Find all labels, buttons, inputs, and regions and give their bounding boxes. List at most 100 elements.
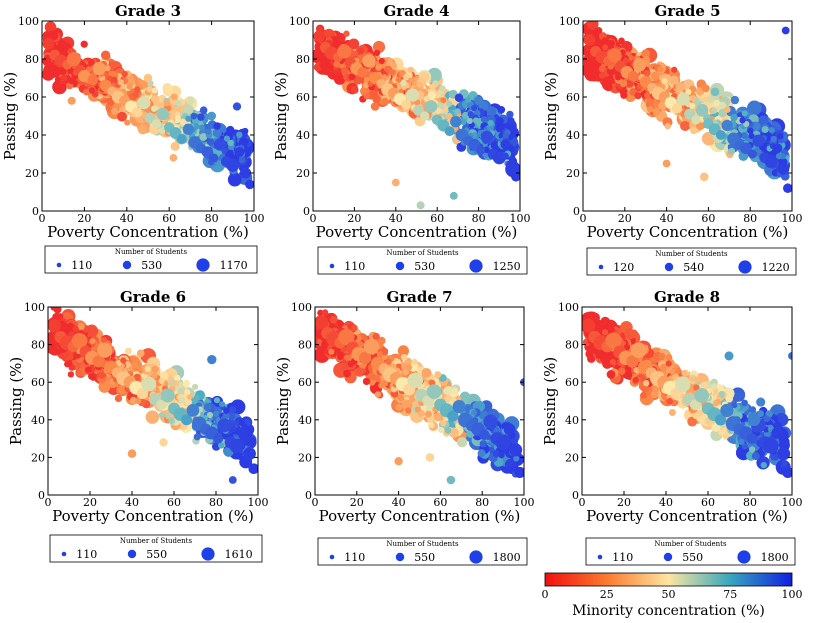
grade-3-bg-point xyxy=(162,82,173,93)
grade-6-bg-point xyxy=(79,363,87,370)
grade-3-bg-point xyxy=(44,62,52,70)
grade-7-ytick-60: 60 xyxy=(298,376,312,389)
grade-3-bg-point xyxy=(83,88,90,96)
grade-6-point-35 xyxy=(207,354,217,365)
grade-5-bg-point xyxy=(644,70,651,77)
grade-3-legend-marker-110 xyxy=(56,262,62,268)
grade-7-bg-point xyxy=(357,341,364,348)
grade-4-ylabel: Passing (%) xyxy=(272,72,290,161)
grade-4-point-26 xyxy=(476,145,486,155)
grade-3-point-16 xyxy=(144,112,156,124)
grade-5-bg-point xyxy=(646,97,655,106)
grade-7-bg-point xyxy=(438,426,445,433)
grade-6-bg-point xyxy=(230,425,237,433)
grade-5-point-29 xyxy=(764,155,778,169)
grade-3-bg-point xyxy=(132,91,139,99)
grade-8-xtick-20: 20 xyxy=(617,496,631,509)
grade-3-legend-marker-1170 xyxy=(196,258,210,272)
grade-3-ytick-100: 100 xyxy=(18,15,39,28)
grade-4-bg-point xyxy=(465,96,472,103)
grade-8-point-0 xyxy=(582,318,596,333)
grade-8-ytick-80: 80 xyxy=(565,339,579,352)
grade-3-legend-value-110: 110 xyxy=(71,259,92,272)
grade-3-bg-point xyxy=(175,99,182,107)
grade-5-points xyxy=(583,21,792,193)
grade-3-point-36 xyxy=(169,153,178,162)
grade-3-point-8 xyxy=(92,61,106,76)
grade-3-point-6 xyxy=(78,69,91,83)
grade-5-bg-point xyxy=(780,158,788,166)
grade-5-point-0 xyxy=(583,34,596,46)
grade-6-legend-title: Number of Students xyxy=(120,537,193,545)
grade-7-bg-point xyxy=(470,409,477,416)
grade-8-bg-point xyxy=(650,390,659,399)
grade-5-xtick-20: 20 xyxy=(618,212,632,225)
grade-3-bg-point xyxy=(151,87,158,94)
colorbar-gradient xyxy=(544,572,793,587)
grade-5-point-8 xyxy=(632,57,647,72)
grade-3-point-17 xyxy=(151,119,162,129)
grade-7-bg-point xyxy=(421,367,432,378)
grade-8-bg-point xyxy=(599,351,607,359)
grade-4-bg-point xyxy=(461,111,470,120)
grade-4-ytick-80: 80 xyxy=(296,53,310,66)
grade-5-point-15 xyxy=(676,92,690,106)
grade-5-bg-point xyxy=(747,100,762,116)
colorbar-tick-0: 0 xyxy=(542,588,549,601)
grade-4-bg-point xyxy=(467,111,474,118)
grade-6-xlabel: Poverty Concentration (%) xyxy=(52,507,254,525)
grade-4-bg-point xyxy=(498,123,506,131)
grade-3-bg-point xyxy=(198,124,205,131)
grade-4-bg-point xyxy=(403,73,410,81)
grade-5-ytick-100: 100 xyxy=(559,15,580,28)
grade-6-bg-point xyxy=(238,420,245,427)
grade-8-ytick-60: 60 xyxy=(565,376,579,389)
grade-3-bg-point xyxy=(146,86,153,93)
grade-6-bg-point xyxy=(158,377,165,385)
grade-8-ytick-100: 100 xyxy=(558,301,579,314)
grade-7-bg-point xyxy=(425,410,432,418)
grade-8-bg-point xyxy=(609,358,616,365)
grade-8-bg-point xyxy=(640,391,647,399)
grade-6-bg-point xyxy=(184,389,191,396)
grade-7-legend-value-110: 110 xyxy=(344,551,365,564)
grade-5-bg-point xyxy=(656,65,664,73)
grade-3-bg-point xyxy=(134,86,141,93)
grade-5-bg-point xyxy=(730,95,740,105)
grade-7-bg-point xyxy=(493,427,500,434)
grade-5-legend-value-1220: 1220 xyxy=(762,261,790,274)
grade-6-bg-point xyxy=(61,322,68,329)
grade-3-point-31 xyxy=(239,167,252,179)
grade-7-bg-point xyxy=(344,354,351,361)
grade-4-legend: Number of Students 110 530 1250 xyxy=(317,246,528,275)
grade-6-bg-point xyxy=(177,387,186,396)
grade-5-bg-point xyxy=(585,62,596,72)
grade-8-legend-value-550: 550 xyxy=(682,551,703,564)
grade-5-bg-point xyxy=(689,102,696,110)
grade-6-bg-point xyxy=(133,373,141,381)
grade-4-bg-point xyxy=(351,50,359,57)
grade-7-bg-point xyxy=(414,406,421,413)
grade-7-bg-point xyxy=(362,377,371,386)
grade-5-bg-point xyxy=(592,73,599,81)
grade-7-bg-point xyxy=(428,421,435,429)
grade-3-bg-point xyxy=(199,106,208,114)
colorbar-label: Minority concentration (%) xyxy=(572,603,765,619)
grade-5-bg-point xyxy=(775,153,783,160)
grade-5-bg-point xyxy=(618,37,625,45)
grade-6-bg-point xyxy=(212,410,220,417)
grade-8-bg-point xyxy=(669,368,677,376)
grade-4-bg-point xyxy=(370,91,379,100)
grade-3-point-33 xyxy=(67,96,76,105)
grade-3-bg-point xyxy=(238,156,246,164)
grade-4-bg-point xyxy=(480,116,488,123)
grade-5-legend-marker-1220 xyxy=(738,260,752,274)
grade-6-bg-point xyxy=(129,396,138,405)
grade-7-xtick-20: 20 xyxy=(350,496,364,509)
grade-7-title: Grade 7 xyxy=(386,288,452,306)
grade-7-bg-point xyxy=(329,316,338,324)
grade-3-bg-point xyxy=(223,135,231,142)
grade-5-bg-point xyxy=(739,117,746,124)
grade-5-point-14 xyxy=(671,103,683,114)
